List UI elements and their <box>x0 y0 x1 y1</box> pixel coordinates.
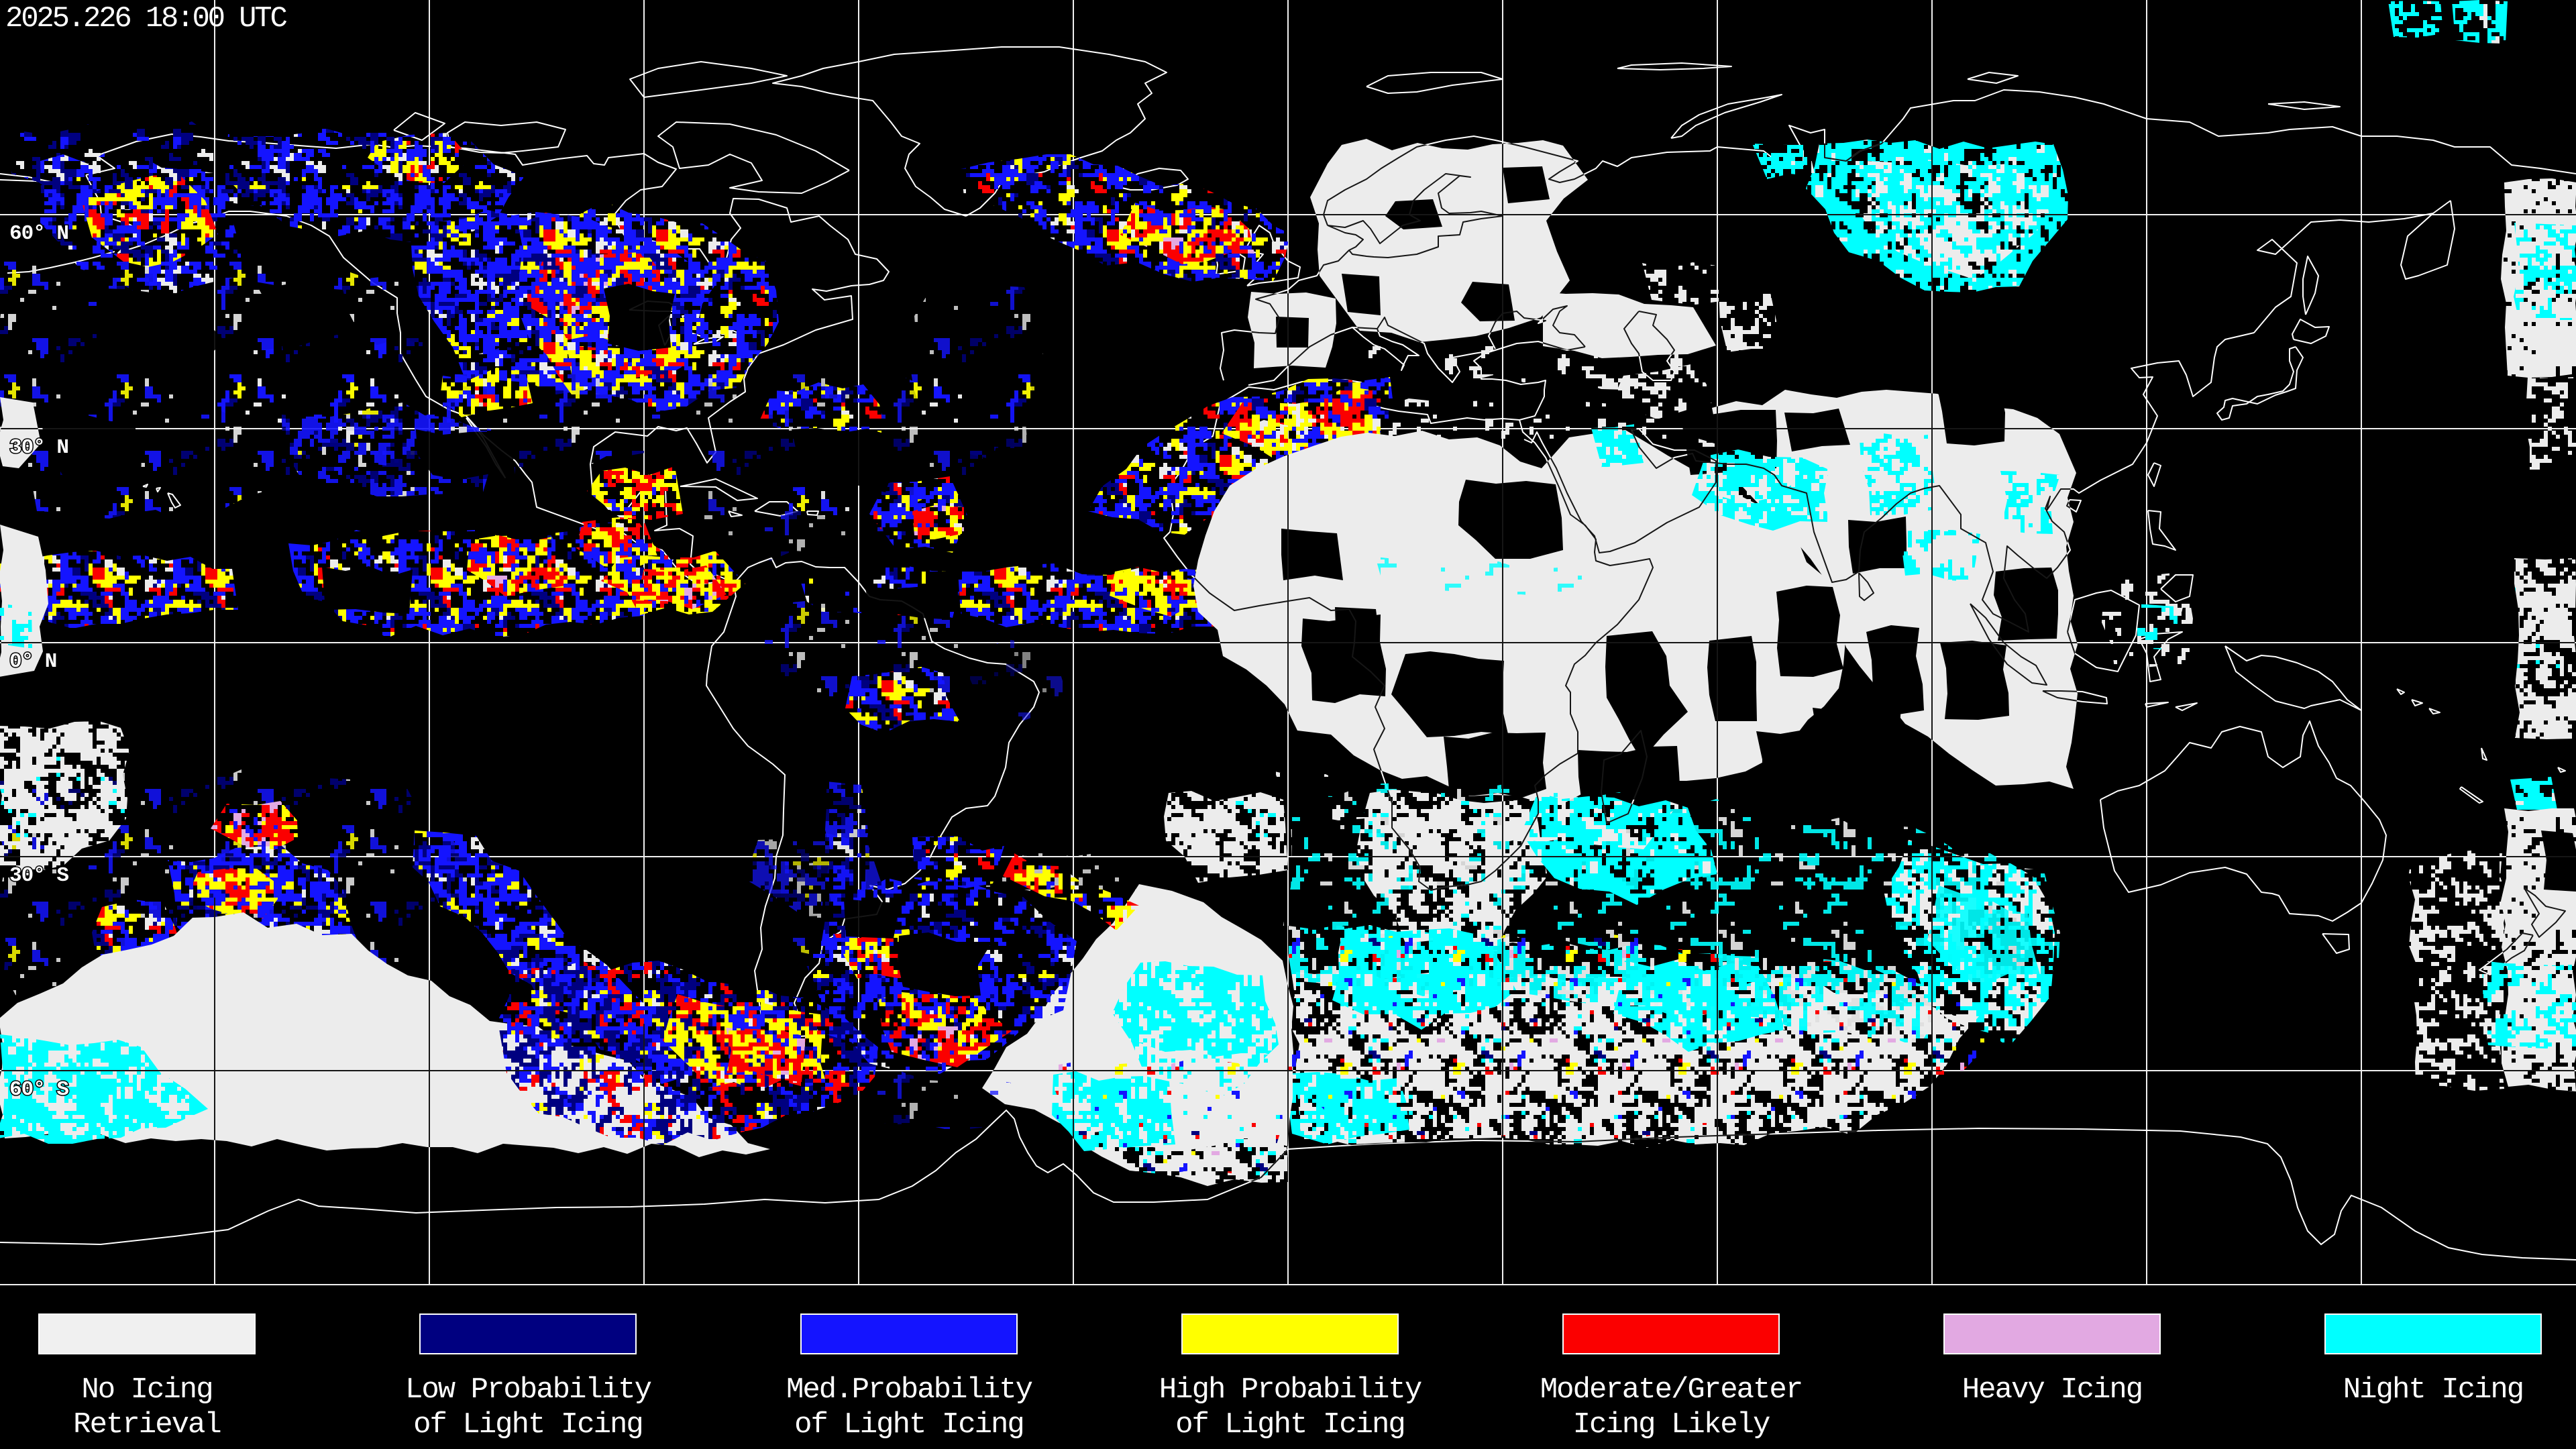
svg-text:of Light Icing: of Light Icing <box>794 1408 1024 1442</box>
svg-text:No Icing: No Icing <box>81 1373 212 1407</box>
svg-text:0° N: 0° N <box>9 650 56 674</box>
svg-text:30° N: 30° N <box>9 436 68 460</box>
svg-text:Heavy Icing: Heavy Icing <box>1962 1373 2142 1407</box>
svg-text:Med.Probability: Med.Probability <box>786 1373 1032 1407</box>
svg-text:2025.226 18:00 UTC: 2025.226 18:00 UTC <box>5 2 286 36</box>
svg-text:60° N: 60° N <box>9 222 68 246</box>
svg-text:Night Icing: Night Icing <box>2343 1373 2523 1407</box>
svg-text:Low Probability: Low Probability <box>405 1373 651 1407</box>
svg-text:of Light Icing: of Light Icing <box>413 1408 643 1442</box>
svg-text:60° S: 60° S <box>9 1078 68 1102</box>
svg-text:30° S: 30° S <box>9 864 68 888</box>
svg-text:Moderate/Greater: Moderate/Greater <box>1540 1373 1802 1407</box>
svg-text:Retrieval: Retrieval <box>73 1408 221 1442</box>
svg-text:High Probability: High Probability <box>1159 1373 1421 1407</box>
svg-text:Icing Likely: Icing Likely <box>1573 1408 1770 1442</box>
svg-text:of Light Icing: of Light Icing <box>1175 1408 1405 1442</box>
